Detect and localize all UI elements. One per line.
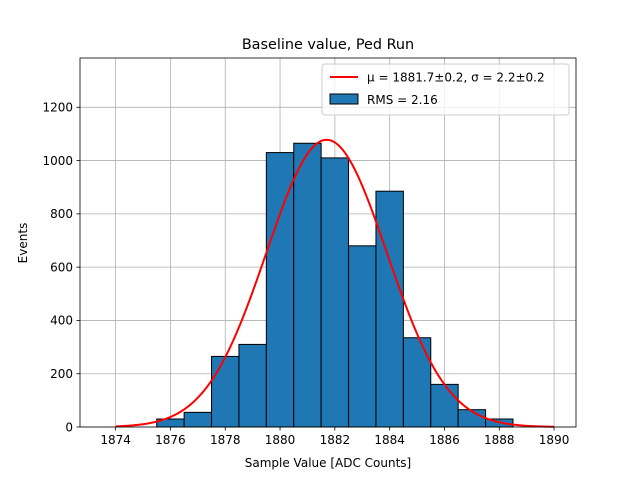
x-tick-label: 1878 [210, 433, 241, 447]
gaussian-fit-curve [115, 138, 555, 428]
x-tick-label: 1890 [539, 433, 570, 447]
x-tick-label: 1874 [100, 433, 131, 447]
plot-frame [79, 57, 577, 428]
legend-box [321, 63, 570, 116]
legend-rms-label: RMS = 2.16 [367, 93, 438, 107]
y-tick-label: 0 [65, 420, 73, 434]
histogram-bar [293, 142, 322, 428]
histogram-bar [320, 157, 350, 428]
x-tick-label: 1882 [320, 433, 351, 447]
histogram-bars [156, 142, 514, 428]
y-tick-label: 600 [50, 260, 73, 274]
y-tick-label: 1200 [42, 101, 73, 115]
legend-rms-swatch [329, 93, 359, 105]
x-tick-label: 1876 [155, 433, 186, 447]
histogram-bar [402, 337, 432, 428]
x-tick-label: 1884 [374, 433, 405, 447]
y-tick-label: 1000 [42, 154, 73, 168]
y-tick-label: 200 [50, 367, 73, 381]
histogram-bar [348, 245, 377, 428]
histogram-bar [430, 383, 459, 428]
chart-title: Baseline value, Ped Run [242, 37, 414, 53]
histogram-bar [211, 355, 240, 428]
x-axis-ticks: 1874 1876 1878 1880 1882 1884 1886 1888 1890 [100, 427, 569, 447]
histogram-bar [238, 343, 267, 428]
y-axis-ticks: 0 200 400 600 800 1000 1200 [42, 101, 80, 434]
histogram-bar [375, 190, 404, 428]
x-tick-label: 1888 [484, 433, 515, 447]
x-tick-label: 1886 [429, 433, 460, 447]
x-tick-label: 1880 [265, 433, 296, 447]
histogram-bar [183, 411, 213, 428]
legend: μ = 1881.7±0.2, σ = 2.2±0.2 RMS = 2.16 [321, 63, 570, 116]
legend-fit-label: μ = 1881.7±0.2, σ = 2.2±0.2 [367, 71, 545, 85]
y-tick-label: 800 [50, 207, 73, 221]
histogram-bar [265, 152, 295, 428]
y-axis-label: Events [16, 223, 30, 264]
x-axis-label: Sample Value [ADC Counts] [245, 456, 411, 470]
y-tick-label: 400 [50, 314, 73, 328]
